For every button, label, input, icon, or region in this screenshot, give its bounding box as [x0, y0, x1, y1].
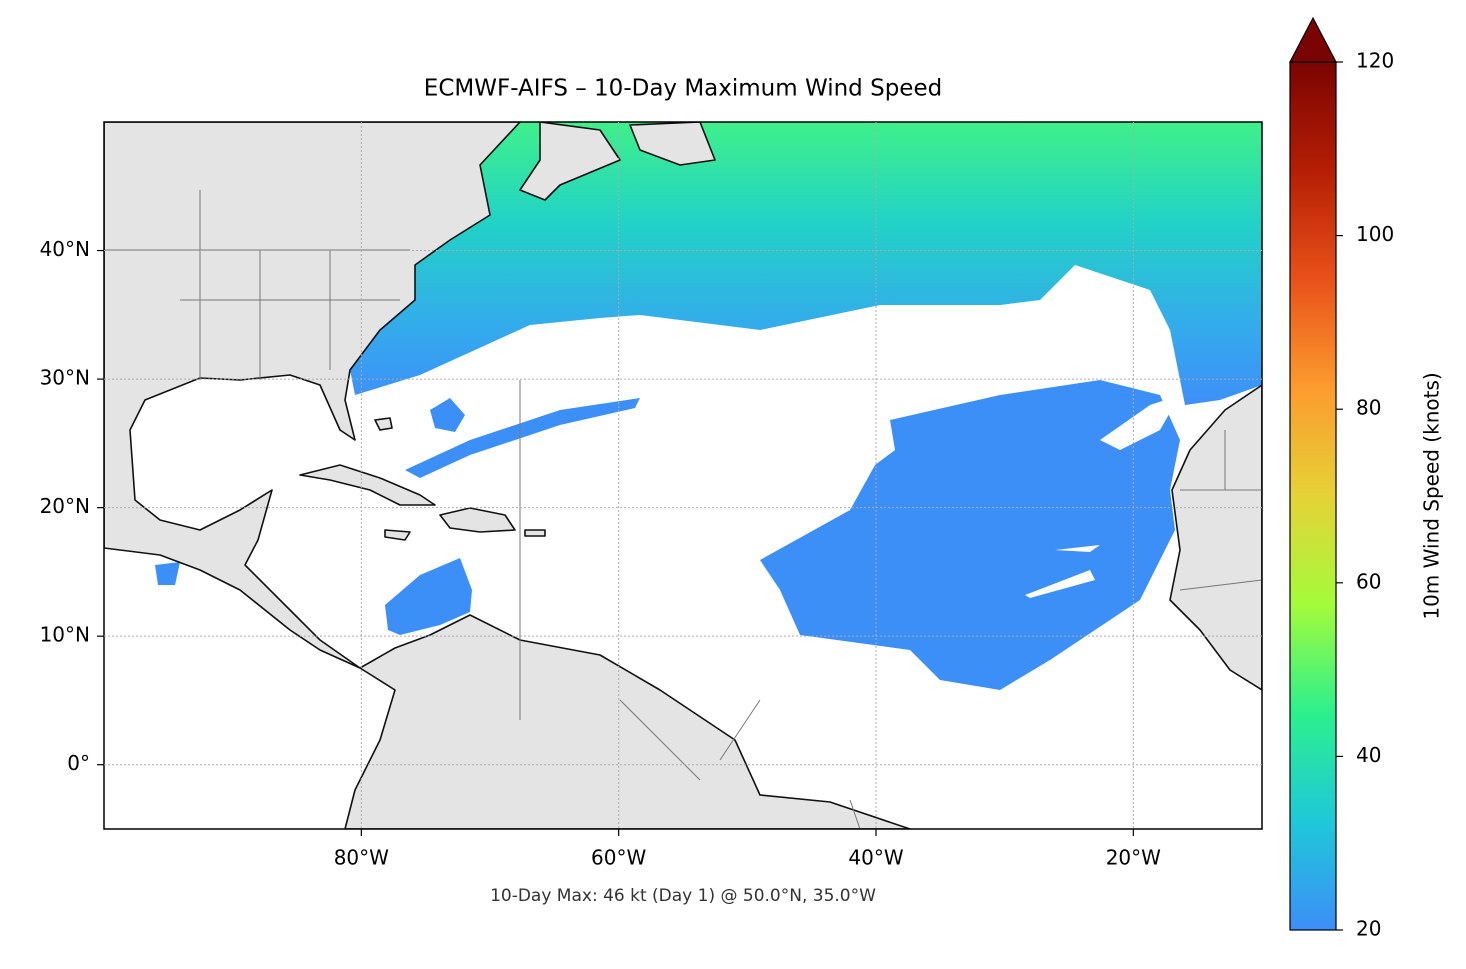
colorbar-label: 10m Wind Speed (knots): [1420, 372, 1444, 619]
x-tick-label: 60°W: [591, 846, 646, 870]
y-tick-label: 0°: [67, 751, 90, 775]
colorbar-tick-label: 80: [1356, 396, 1381, 420]
chart-title: ECMWF-AIFS – 10-Day Maximum Wind Speed: [424, 76, 942, 102]
y-tick-label: 30°N: [40, 366, 90, 390]
land: [104, 122, 911, 829]
land: [1169, 384, 1262, 691]
colorbar-tick-label: 120: [1356, 49, 1394, 73]
colorbar-extend: [1289, 16, 1337, 63]
subtitle: 10-Day Max: 46 kt (Day 1) @ 50.0°N, 35.0…: [490, 886, 876, 906]
wind-field: [760, 380, 1180, 690]
x-tick-label: 20°W: [1106, 846, 1161, 870]
x-tick-label: 80°W: [334, 846, 389, 870]
wind-field: [350, 122, 1262, 405]
colorbar-tick-label: 40: [1356, 743, 1381, 767]
y-tick-label: 10°N: [40, 623, 90, 647]
wind-field: [430, 398, 465, 432]
border: [104, 190, 1262, 829]
y-tick-label: 40°N: [40, 237, 90, 261]
land: [299, 417, 546, 541]
wind-field: [405, 398, 640, 478]
map: [104, 122, 1262, 829]
x-tick-label: 40°W: [848, 846, 903, 870]
y-tick-label: 20°N: [40, 494, 90, 518]
colorbar-tick-label: 60: [1356, 569, 1381, 593]
colorbar: [1289, 61, 1337, 931]
colorbar-tick-label: 100: [1356, 222, 1394, 246]
wind-gap: [1025, 395, 1180, 598]
colorbar-tick-label: 20: [1356, 917, 1381, 941]
map-frame: [103, 121, 1263, 830]
wind-field: [385, 558, 472, 635]
